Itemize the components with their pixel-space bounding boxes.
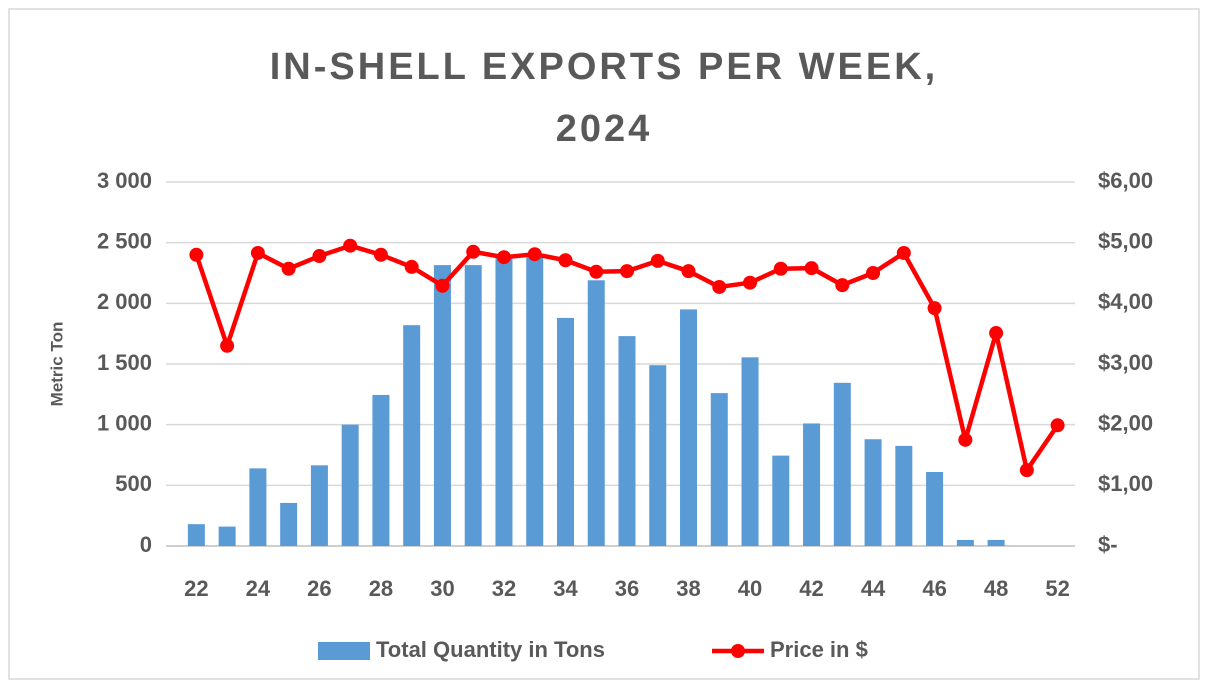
x-tick-label: 24	[246, 576, 271, 601]
price-point	[558, 253, 573, 268]
price-point	[927, 301, 942, 316]
bar	[587, 280, 605, 546]
x-tick-label: 36	[615, 576, 639, 601]
bar	[218, 526, 236, 546]
price-point	[835, 278, 850, 293]
x-tick-label: 40	[738, 576, 762, 601]
y-tick-label: 1 000	[97, 410, 152, 435]
bar	[341, 424, 359, 546]
bar	[649, 365, 667, 546]
price-point	[527, 247, 542, 262]
price-point	[896, 245, 911, 260]
legend-label: Total Quantity in Tons	[376, 637, 605, 662]
bar	[310, 465, 328, 546]
price-point	[404, 259, 419, 274]
bar	[249, 468, 267, 546]
y2-tick-label: $4,00	[1098, 289, 1153, 314]
y-tick-label: 2 000	[97, 289, 152, 314]
bar	[741, 357, 759, 546]
bar	[464, 265, 482, 546]
x-tick-label: 32	[492, 576, 516, 601]
price-point	[712, 279, 727, 294]
price-point	[589, 264, 604, 279]
chart-title: IN-SHELL EXPORTS PER WEEK, 2024	[269, 46, 939, 150]
price-point	[220, 338, 235, 353]
x-tick-label: 34	[553, 576, 578, 601]
price-point	[650, 253, 665, 268]
bar	[526, 256, 544, 546]
price-point	[281, 261, 296, 276]
y2-tick-label: $-	[1098, 532, 1118, 557]
x-tick-label: 42	[799, 576, 823, 601]
x-tick-label: 44	[861, 576, 886, 601]
bar	[680, 309, 698, 546]
bar	[987, 539, 1005, 546]
y-axis-label: Metric Ton	[47, 322, 66, 407]
legend-swatch	[318, 642, 370, 660]
price-point	[1050, 418, 1065, 433]
y-tick-label: 2 500	[97, 228, 152, 253]
bar	[280, 502, 298, 546]
bar	[864, 439, 882, 546]
price-point	[989, 326, 1004, 341]
x-tick-label: 22	[184, 576, 208, 601]
y-tick-label: 0	[140, 532, 152, 557]
x-tick-label: 30	[430, 576, 454, 601]
y2-tick-label: $1,00	[1098, 471, 1153, 496]
x-tick-label: 52	[1045, 576, 1069, 601]
bar	[187, 524, 205, 546]
bar	[495, 254, 513, 547]
y-tick-label: 3 000	[97, 168, 152, 193]
y2-tick-label: $2,00	[1098, 410, 1153, 435]
bar	[772, 455, 790, 546]
y2-tick-label: $3,00	[1098, 350, 1153, 375]
price-point	[620, 264, 634, 279]
bar	[556, 317, 574, 546]
price-point	[773, 261, 788, 276]
price-point	[681, 264, 696, 279]
price-point	[958, 432, 973, 447]
price-point	[466, 244, 481, 259]
price-point	[373, 247, 388, 262]
y2-tick-label: $5,00	[1098, 228, 1153, 253]
bar	[403, 325, 421, 546]
price-point	[1019, 463, 1034, 478]
bar	[433, 265, 451, 546]
bar	[710, 393, 728, 546]
bar	[895, 445, 913, 546]
price-point	[496, 250, 511, 265]
bar	[833, 382, 851, 546]
x-tick-label: 46	[922, 576, 946, 601]
x-tick-label: 48	[984, 576, 1008, 601]
price-point	[312, 249, 327, 264]
x-tick-label: 38	[676, 576, 700, 601]
bar	[803, 423, 821, 546]
legend-swatch-marker	[731, 644, 745, 658]
bar	[926, 471, 944, 546]
legend-label: Price in $	[770, 637, 868, 662]
price-point	[250, 245, 265, 260]
bar	[618, 336, 636, 546]
price-point	[435, 278, 450, 293]
x-tick-label: 28	[369, 576, 393, 601]
y-tick-label: 1 500	[97, 350, 152, 375]
bar	[372, 394, 390, 546]
x-tick-label: 26	[307, 576, 331, 601]
y-tick-label: 500	[115, 471, 152, 496]
price-point	[343, 238, 358, 253]
price-point	[866, 266, 881, 280]
bar	[956, 539, 974, 546]
y2-tick-label: $6,00	[1098, 168, 1153, 193]
price-point	[804, 261, 819, 276]
price-point	[743, 275, 758, 290]
price-point	[189, 247, 204, 262]
